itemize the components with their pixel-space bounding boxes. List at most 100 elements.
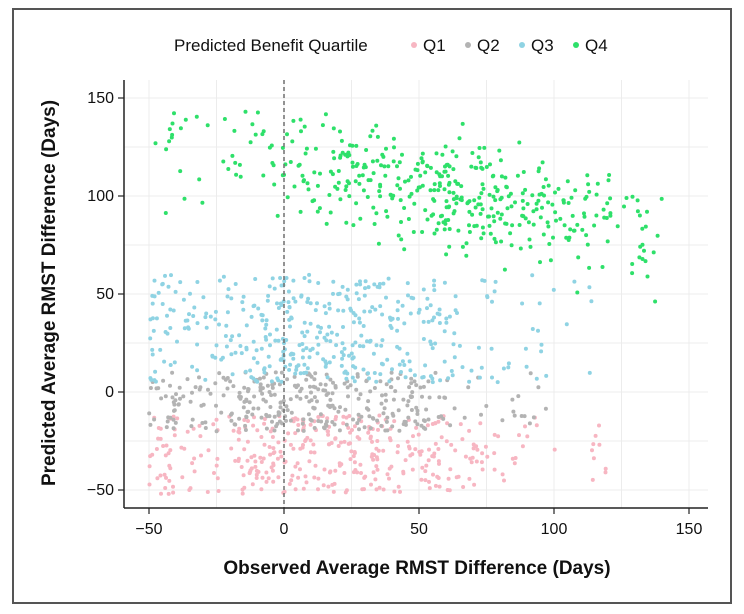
point-q2 [415,408,420,413]
point-q2 [275,421,280,426]
point-q2 [380,393,384,398]
point-q2 [443,395,448,400]
point-q3 [287,317,292,322]
point-q3 [361,324,366,328]
point-q1 [591,456,596,461]
point-q4 [312,198,317,203]
point-q4 [275,213,280,218]
point-q4 [233,160,238,165]
point-q2 [279,400,283,405]
point-q2 [277,411,282,416]
point-q1 [271,479,276,484]
point-q1 [251,423,256,428]
point-q1 [245,439,250,444]
point-q4 [635,198,640,203]
x-axis-title: Observed Average RMST Difference (Days) [223,558,610,579]
point-q2 [409,381,414,386]
point-q4 [267,145,272,150]
point-q4 [436,221,441,226]
point-q2 [301,417,306,422]
point-q1 [293,464,298,469]
point-q4 [509,204,514,209]
point-q1 [360,487,365,492]
point-q2 [330,391,335,396]
point-q4 [546,183,551,188]
point-q4 [413,167,418,172]
point-q3 [372,371,377,375]
point-q3 [492,289,497,294]
point-q4 [446,218,451,222]
point-q1 [236,437,241,442]
point-q1 [433,483,438,488]
point-q1 [437,461,441,466]
point-q3 [345,287,350,292]
point-q4 [556,186,561,191]
point-q3 [223,334,228,338]
point-q3 [356,297,361,302]
point-q3 [358,279,362,284]
point-q4 [442,187,447,192]
point-q1 [445,421,450,426]
point-q4 [222,117,227,121]
point-q3 [325,332,330,337]
point-q1 [325,429,330,434]
point-q3 [357,320,362,325]
point-q4 [536,169,541,174]
point-q3 [219,357,224,362]
point-q4 [384,146,388,151]
point-q2 [237,416,242,421]
point-q1 [298,467,302,472]
point-q1 [377,485,382,490]
point-q2 [356,396,361,401]
point-q1 [168,466,173,471]
point-q2 [357,427,361,432]
point-q1 [287,482,292,486]
point-q4 [543,177,548,182]
point-q3 [399,370,403,374]
point-q3 [268,343,272,348]
point-q4 [370,128,375,133]
point-q3 [268,332,272,337]
point-q4 [434,227,439,232]
point-q2 [415,412,420,416]
point-q3 [233,282,238,286]
point-q1 [241,473,246,478]
point-q2 [304,377,309,382]
point-q3 [230,372,235,377]
point-q3 [275,376,280,381]
point-q2 [383,392,388,397]
point-q4 [406,178,411,183]
point-q3 [421,287,426,292]
point-q3 [296,363,301,368]
point-q1 [597,423,601,428]
point-q1 [375,457,380,462]
point-q3 [372,282,377,287]
point-q2 [306,412,311,417]
point-q4 [565,179,570,184]
point-q3 [539,342,544,347]
point-q4 [415,161,420,166]
point-q3 [433,341,438,346]
point-q4 [344,184,349,189]
point-q3 [253,277,258,281]
point-q3 [260,313,265,318]
point-q1 [288,442,293,447]
point-q2 [326,391,331,396]
point-q4 [378,194,383,199]
point-q2 [405,403,410,408]
point-q1 [376,427,380,432]
point-q4 [400,152,404,157]
point-q1 [436,459,441,464]
point-q4 [504,184,509,189]
point-q3 [299,294,304,299]
point-q3 [377,285,382,290]
point-q1 [371,470,376,475]
point-q1 [419,477,424,482]
point-q2 [510,397,515,402]
point-q3 [396,299,401,304]
point-q4 [172,111,176,116]
point-q4 [232,128,237,133]
legend-label-q1: Q1 [423,36,446,55]
point-q1 [423,478,428,483]
point-q1 [474,459,479,464]
